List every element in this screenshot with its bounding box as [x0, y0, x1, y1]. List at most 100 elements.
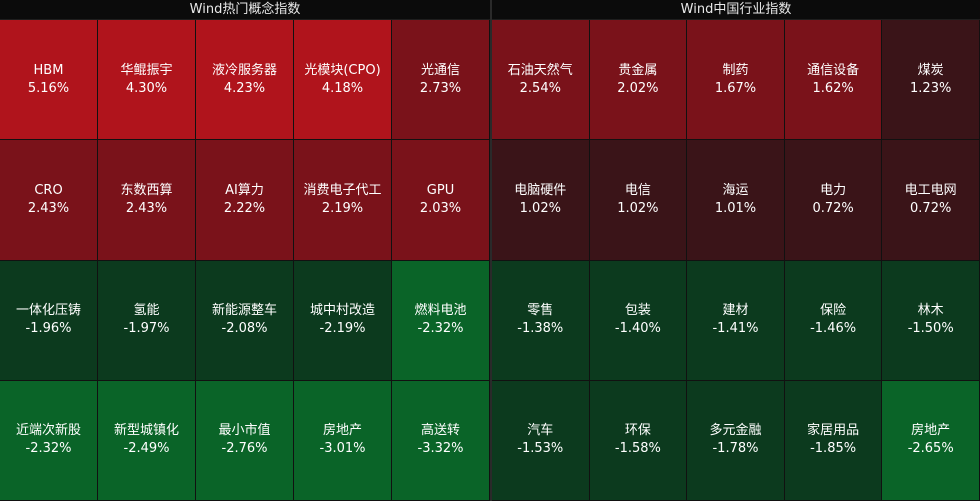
- cell-name: CRO: [34, 182, 63, 198]
- cell-name: 消费电子代工: [303, 182, 382, 198]
- heatmap-cell[interactable]: 海运 1.01%: [687, 140, 785, 261]
- cell-change-value: -2.19%: [319, 321, 366, 337]
- heatmap-cell[interactable]: 煤炭 1.23%: [882, 20, 980, 141]
- cell-change-value: 2.22%: [223, 200, 266, 216]
- heatmap-cell[interactable]: 氢能 -1.97%: [98, 260, 196, 381]
- heatmap-cell[interactable]: AI算力 2.22%: [196, 140, 294, 261]
- cell-name: 房地产: [911, 423, 951, 439]
- cell-change-value: -1.38%: [517, 321, 564, 337]
- heatmap-cell[interactable]: 多元金融 -1.78%: [687, 380, 785, 501]
- heatmap-cell[interactable]: 汽车 -1.53%: [492, 380, 590, 501]
- cell-name: 燃料电池: [414, 303, 467, 319]
- cell-change-value: -2.32%: [25, 441, 72, 457]
- cell-name: 氢能: [133, 303, 160, 319]
- cell-name: 近端次新股: [15, 423, 81, 439]
- cell-change-value: -1.53%: [517, 441, 564, 457]
- cell-change-value: -1.46%: [810, 321, 857, 337]
- cell-name: 建材: [722, 303, 749, 319]
- cell-change-value: -1.85%: [810, 441, 857, 457]
- cell-name: 电脑硬件: [514, 182, 567, 198]
- heatmap-cell[interactable]: 保险 -1.46%: [784, 260, 883, 381]
- heatmap-cell[interactable]: 消费电子代工 2.19%: [294, 140, 392, 261]
- panel-divider: [490, 0, 492, 501]
- cell-name: HBM: [33, 62, 64, 78]
- concept-index-title: Wind热门概念指数: [0, 0, 490, 20]
- heatmap-cell[interactable]: 石油天然气 2.54%: [492, 20, 590, 141]
- cell-change-value: -1.78%: [712, 441, 759, 457]
- cell-name: 林木: [917, 303, 944, 319]
- cell-name: 一体化压铸: [15, 303, 81, 319]
- heatmap-cell[interactable]: 包装 -1.40%: [589, 260, 688, 381]
- cell-change-value: -3.01%: [319, 441, 366, 457]
- industry-index-panel: Wind中国行业指数 石油天然气 2.54% 贵金属 2.02% 制药 1.67% 通信设备…: [492, 0, 980, 501]
- heatmap-cell[interactable]: 燃料电池 -2.32%: [392, 260, 490, 381]
- heatmap-cell[interactable]: 光通信 2.73%: [392, 20, 490, 141]
- cell-change-value: 1.01%: [714, 200, 757, 216]
- cell-name: 海运: [722, 182, 749, 198]
- heatmap-cell[interactable]: 制药 1.67%: [687, 20, 785, 141]
- cell-name: 光模块(CPO): [304, 62, 381, 78]
- heatmap-cell[interactable]: 电脑硬件 1.02%: [492, 140, 590, 261]
- heatmap-cell[interactable]: 房地产 -3.01%: [294, 380, 392, 501]
- cell-change-value: 2.43%: [27, 200, 70, 216]
- cell-name: 城中村改造: [309, 303, 375, 319]
- heatmap-cell[interactable]: 华鲲振宇 4.30%: [98, 20, 196, 141]
- cell-name: 保险: [820, 303, 847, 319]
- cell-name: 高送转: [420, 423, 460, 439]
- concept-index-panel: Wind热门概念指数 HBM 5.16% 华鲲振宇 4.30% 液冷服务器 4.23% 光模…: [0, 0, 490, 501]
- cell-name: 东数西算: [120, 182, 173, 198]
- cell-change-value: -1.97%: [123, 321, 170, 337]
- heatmap-cell[interactable]: CRO 2.43%: [0, 140, 98, 261]
- cell-change-value: 4.30%: [125, 80, 168, 96]
- cell-name: 制药: [722, 62, 749, 78]
- cell-change-value: -1.96%: [25, 321, 72, 337]
- heatmap-cell[interactable]: 近端次新股 -2.32%: [0, 380, 98, 501]
- cell-name: 最小市值: [218, 423, 271, 439]
- cell-change-value: 2.02%: [617, 80, 659, 96]
- cell-change-value: 0.72%: [812, 200, 854, 216]
- heatmap-cell[interactable]: 环保 -1.58%: [589, 380, 688, 501]
- heatmap-cell[interactable]: 建材 -1.41%: [687, 260, 785, 381]
- cell-change-value: -2.49%: [123, 441, 170, 457]
- cell-change-value: -1.58%: [614, 441, 661, 457]
- heatmap-cell[interactable]: 电工电网 0.72%: [882, 140, 980, 261]
- cell-change-value: -2.32%: [417, 321, 464, 337]
- heatmap-cell[interactable]: 光模块(CPO) 4.18%: [294, 20, 392, 141]
- heatmap-cell[interactable]: 高送转 -3.32%: [392, 380, 490, 501]
- heatmap-cell[interactable]: 液冷服务器 4.23%: [196, 20, 294, 141]
- heatmap-cell[interactable]: HBM 5.16%: [0, 20, 98, 141]
- heatmap-cell[interactable]: 一体化压铸 -1.96%: [0, 260, 98, 381]
- cell-change-value: 1.62%: [812, 80, 854, 96]
- heatmap-cell[interactable]: 电力 0.72%: [784, 140, 883, 261]
- cell-name: 华鲲振宇: [120, 62, 173, 78]
- heatmap-cell[interactable]: 家居用品 -1.85%: [784, 380, 883, 501]
- cell-name: 液冷服务器: [211, 62, 277, 78]
- heatmap-cell[interactable]: 林木 -1.50%: [882, 260, 980, 381]
- cell-change-value: -2.76%: [221, 441, 268, 457]
- heatmap-cell[interactable]: 贵金属 2.02%: [589, 20, 688, 141]
- heatmap-cell[interactable]: 东数西算 2.43%: [98, 140, 196, 261]
- cell-change-value: 0.72%: [910, 200, 952, 216]
- heatmap-cell[interactable]: 新型城镇化 -2.49%: [98, 380, 196, 501]
- heatmap-cell[interactable]: 通信设备 1.62%: [784, 20, 883, 141]
- cell-name: 光通信: [420, 62, 460, 78]
- cell-name: 新型城镇化: [113, 423, 179, 439]
- heatmap-cell[interactable]: 房地产 -2.65%: [882, 380, 980, 501]
- cell-name: 电工电网: [904, 182, 957, 198]
- cell-name: AI算力: [225, 182, 264, 198]
- cell-change-value: 2.43%: [125, 200, 168, 216]
- cell-name: 电力: [820, 182, 847, 198]
- cell-name: 包装: [624, 303, 651, 319]
- cell-change-value: -1.50%: [907, 321, 954, 337]
- cell-change-value: 2.73%: [419, 80, 462, 96]
- industry-index-title: Wind中国行业指数: [492, 0, 980, 20]
- heatmap-cell[interactable]: 新能源整车 -2.08%: [196, 260, 294, 381]
- cell-change-value: 1.23%: [910, 80, 952, 96]
- heatmap-cell[interactable]: GPU 2.03%: [392, 140, 490, 261]
- heatmap-cell[interactable]: 最小市值 -2.76%: [196, 380, 294, 501]
- heatmap-cell[interactable]: 电信 1.02%: [589, 140, 688, 261]
- heatmap-cell[interactable]: 零售 -1.38%: [492, 260, 590, 381]
- cell-change-value: 4.23%: [223, 80, 266, 96]
- heatmap-cell[interactable]: 城中村改造 -2.19%: [294, 260, 392, 381]
- cell-name: 煤炭: [917, 62, 944, 78]
